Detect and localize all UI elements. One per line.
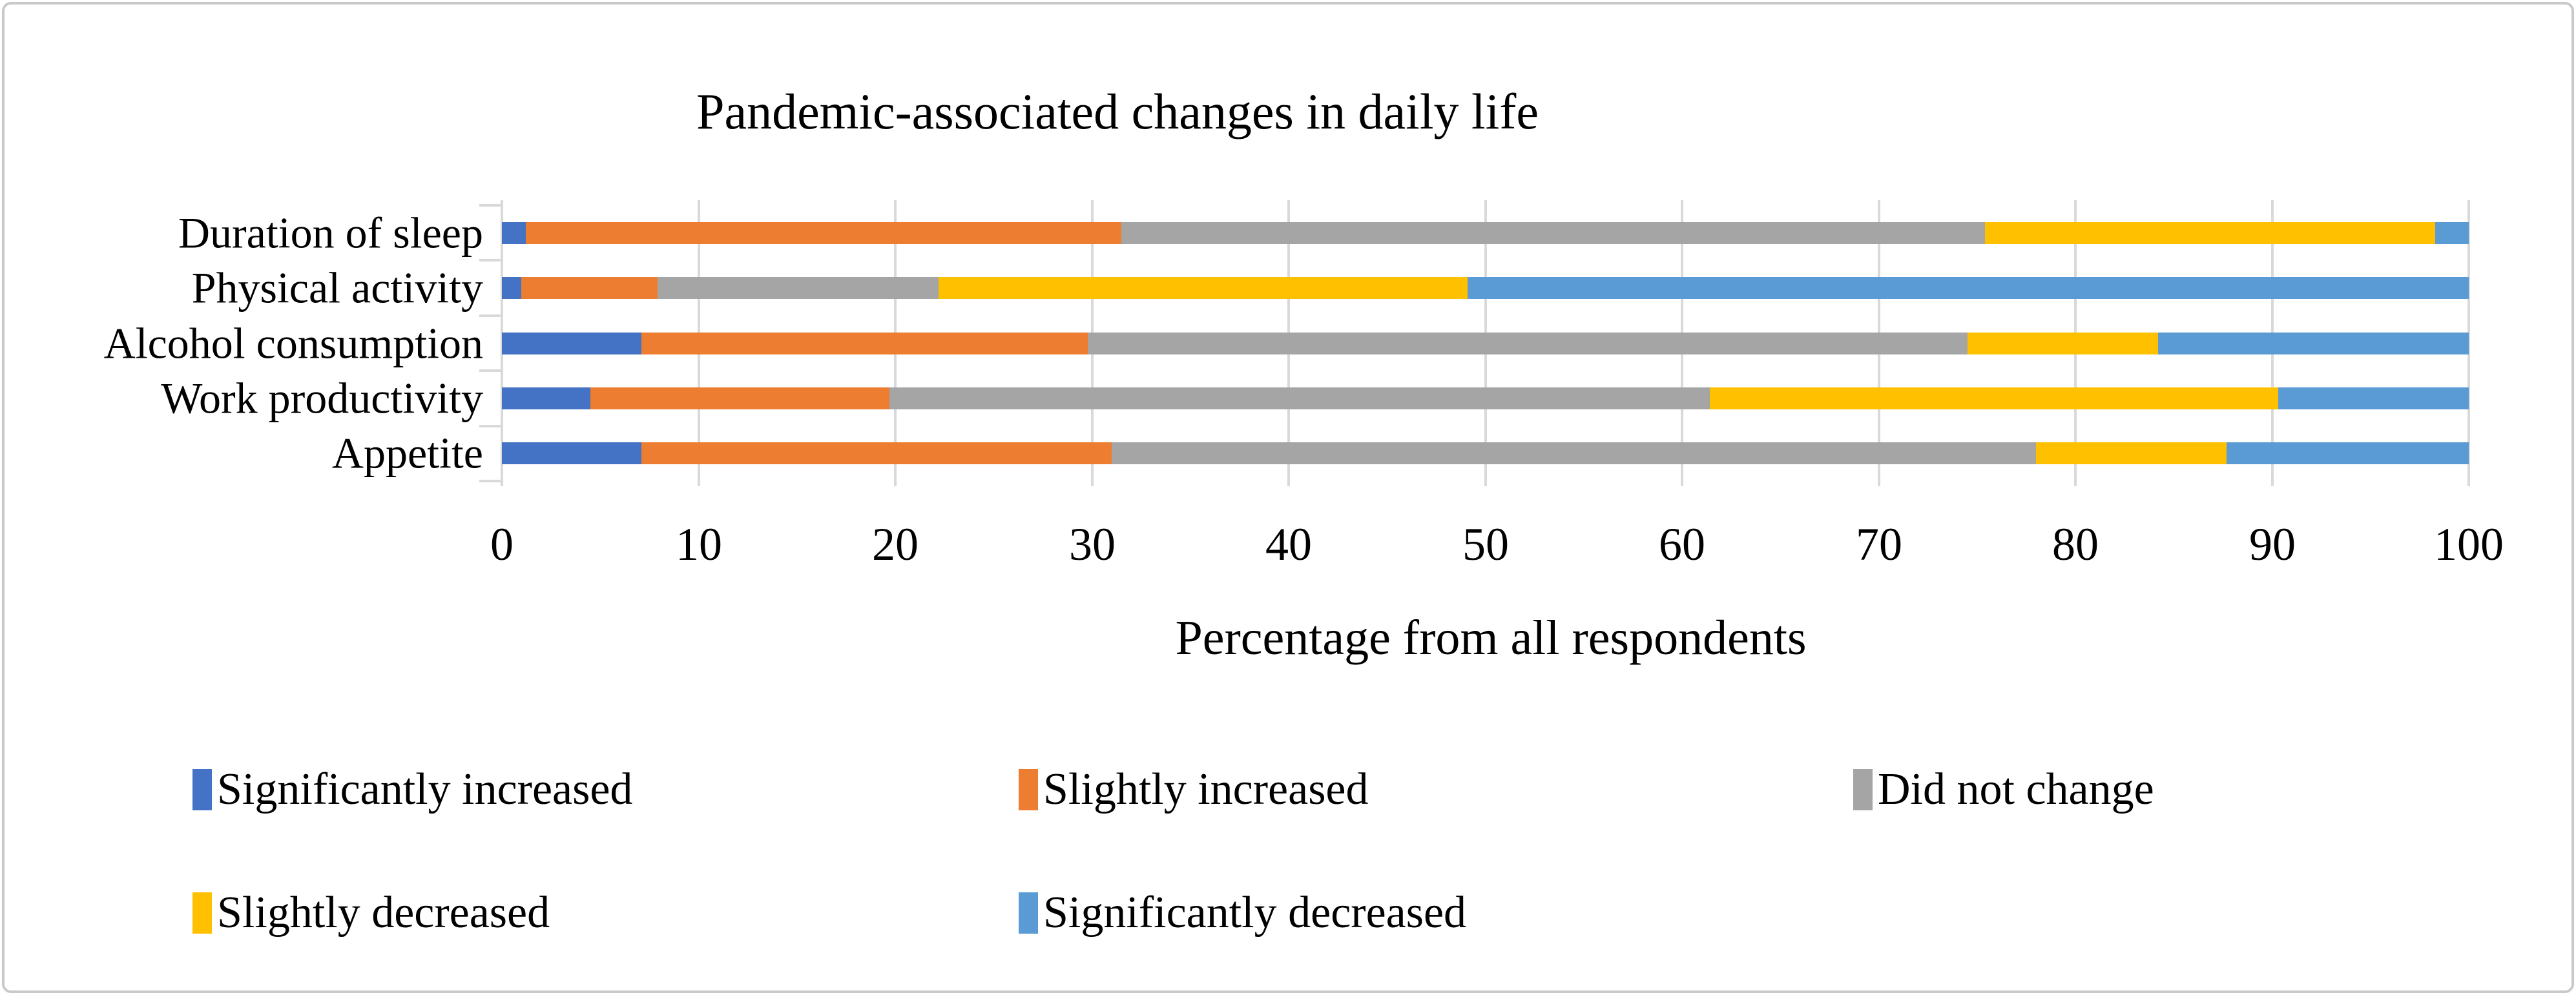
category-tick (479, 369, 503, 372)
bar-segment-slightly-decreased (2036, 442, 2227, 464)
legend-label: Significantly increased (217, 764, 633, 814)
x-tick-label: 70 (1856, 518, 1902, 570)
category-tick (479, 425, 503, 427)
x-tick-label: 40 (1265, 518, 1312, 570)
x-tick-label: 10 (676, 518, 722, 570)
bar-segment-did-not-change (1088, 333, 1968, 354)
bar-segment-did-not-change (658, 277, 939, 299)
legend-label: Slightly increased (1043, 764, 1369, 814)
gridline (2467, 200, 2470, 486)
bar-segment-slightly-decreased (1968, 333, 2158, 354)
bar-segment-slightly-increased (521, 277, 658, 299)
bar-segment-did-not-change (889, 387, 1710, 409)
bar-segment-slightly-increased (526, 222, 1121, 244)
y-category-label: Alcohol consumption (103, 318, 483, 368)
legend-label: Significantly decreased (1043, 888, 1467, 938)
legend-item: Did not change (1853, 764, 2154, 814)
bar-segment-significantly-increased (502, 442, 641, 464)
bar-segment-significantly-decreased (2227, 442, 2469, 464)
legend-label: Did not change (1878, 764, 2154, 814)
bar-segment-slightly-increased (641, 442, 1112, 464)
x-tick-label: 0 (490, 518, 514, 570)
bar-segment-did-not-change (1121, 222, 1985, 244)
legend-swatch-did-not-change (1853, 769, 1873, 810)
legend-swatch-slightly-decreased (192, 892, 212, 934)
legend-swatch-significantly-increased (192, 769, 212, 810)
bar-segment-slightly-decreased (1710, 387, 2278, 409)
bar-segment-significantly-increased (502, 277, 521, 299)
bar-segment-significantly-decreased (2435, 222, 2469, 244)
chart-title: Pandemic-associated changes in daily lif… (696, 83, 1539, 139)
y-category-label: Appetite (331, 428, 483, 478)
category-tick (479, 259, 503, 262)
x-axis-title: Percentage from all respondents (1175, 611, 1807, 665)
bar-segment-slightly-increased (641, 333, 1088, 354)
bar-segment-did-not-change (1112, 442, 2036, 464)
y-category-label: Work productivity (161, 373, 483, 423)
category-tick (479, 314, 503, 317)
legend-item: Significantly decreased (1019, 888, 1467, 938)
bar-segment-significantly-increased (502, 222, 526, 244)
bar-segment-significantly-decreased (1468, 277, 2469, 299)
bar-segment-significantly-increased (502, 333, 641, 354)
legend-item: Slightly increased (1019, 764, 1369, 814)
category-tick (479, 480, 503, 482)
legend-swatch-slightly-increased (1019, 769, 1038, 810)
x-tick-label: 50 (1462, 518, 1509, 570)
bar-segment-significantly-decreased (2158, 333, 2469, 354)
bar-segment-significantly-increased (502, 387, 590, 409)
legend-item: Significantly increased (192, 764, 633, 814)
legend-label: Slightly decreased (217, 888, 550, 938)
y-category-label: Duration of sleep (178, 208, 483, 258)
bar-segment-slightly-decreased (1985, 222, 2435, 244)
x-tick-label: 30 (1069, 518, 1116, 570)
legend-swatch-significantly-decreased (1019, 892, 1038, 934)
category-tick (479, 204, 503, 207)
bar-segment-significantly-decreased (2278, 387, 2469, 409)
x-tick-label: 60 (1659, 518, 1705, 570)
bar-segment-slightly-increased (590, 387, 889, 409)
bar-segment-slightly-decreased (939, 277, 1468, 299)
legend-item: Slightly decreased (192, 888, 550, 938)
x-tick-label: 90 (2249, 518, 2296, 570)
x-tick-label: 100 (2434, 518, 2504, 570)
x-tick-label: 20 (872, 518, 919, 570)
x-tick-label: 80 (2052, 518, 2099, 570)
y-category-label: Physical activity (191, 263, 483, 313)
